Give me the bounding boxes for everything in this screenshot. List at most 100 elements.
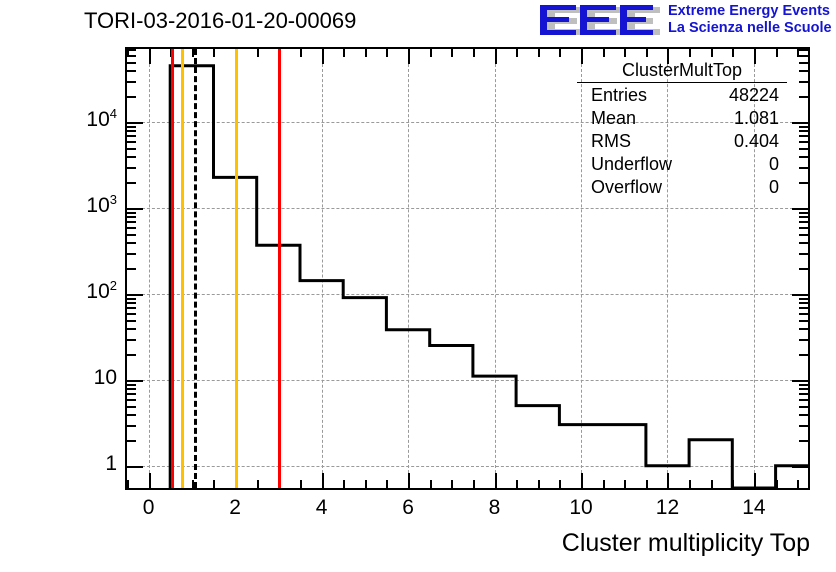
- y-axis-minor-tick: [127, 353, 136, 356]
- grid-line-vertical: [408, 49, 410, 488]
- page-title: TORI-03-2016-01-20-00069: [84, 8, 357, 33]
- y-axis-minor-tick: [127, 140, 136, 143]
- x-axis-minor-tick-top: [732, 49, 735, 57]
- marker-line-orange-high-cut: [235, 49, 239, 488]
- y-axis-minor-tick-right: [799, 405, 808, 408]
- y-axis-major-tick: [127, 379, 143, 382]
- x-axis-minor-tick: [516, 480, 519, 488]
- y-axis-minor-tick: [127, 95, 136, 98]
- y-axis-minor-tick-right: [799, 226, 808, 229]
- eee-logo-line2: La Scienza nelle Scuole: [668, 20, 832, 36]
- eee-mark-icon: [537, 4, 662, 38]
- x-axis-minor-tick: [191, 480, 194, 488]
- x-axis-major-tick-top: [753, 49, 756, 64]
- y-tick-mantissa: 10: [86, 279, 110, 303]
- y-axis-minor-tick-right: [799, 233, 808, 236]
- y-axis-minor-tick-right: [799, 413, 808, 416]
- y-axis-minor-tick-right: [799, 327, 808, 330]
- x-axis-major-tick: [321, 473, 324, 488]
- y-axis-minor-tick-right: [799, 267, 808, 270]
- grid-line-vertical: [667, 49, 669, 488]
- stats-row: Mean 1.081: [577, 106, 787, 129]
- marker-line-reference-mean: [193, 49, 197, 488]
- y-axis-minor-tick-right: [799, 302, 808, 304]
- y-axis-minor-tick-right: [799, 241, 808, 244]
- grid-line-horizontal: [127, 207, 808, 209]
- grid-line-horizontal: [127, 379, 808, 381]
- y-axis-minor-tick-right: [799, 388, 808, 390]
- y-axis-minor-tick: [127, 439, 136, 442]
- y-axis-minor-tick-right: [799, 424, 808, 427]
- y-axis-minor-tick-right: [799, 398, 808, 401]
- eee-logo-line1: Extreme Energy Events: [668, 3, 830, 19]
- y-axis-minor-tick-right: [799, 297, 808, 300]
- y-axis-minor-tick-right: [799, 383, 808, 386]
- y-axis-minor-tick-right: [799, 134, 808, 137]
- x-axis-minor-tick: [343, 480, 346, 488]
- y-axis-minor-tick-right: [799, 80, 808, 83]
- x-axis-minor-tick: [451, 480, 454, 488]
- y-axis-minor-tick: [127, 392, 136, 395]
- y-axis-minor-tick-right: [799, 392, 808, 395]
- stats-box: ClusterMultTop Entries 48224 Mean 1.081 RMS 0…: [577, 60, 787, 198]
- y-axis-minor-tick: [127, 130, 136, 132]
- y-axis-minor-tick: [127, 69, 136, 72]
- y-axis-major-tick: [127, 207, 143, 210]
- y-tick-mantissa: 1: [105, 451, 117, 475]
- x-axis-major-tick-top: [494, 49, 497, 64]
- grid-line-vertical: [581, 49, 582, 488]
- x-axis-minor-tick-top: [451, 49, 454, 57]
- y-axis-minor-tick: [127, 49, 136, 51]
- y-tick-label: 1: [12, 452, 117, 476]
- y-axis-minor-tick: [127, 312, 136, 315]
- x-axis-minor-tick: [559, 480, 562, 488]
- x-axis-minor-tick-top: [516, 49, 519, 57]
- y-axis-minor-tick: [127, 398, 136, 401]
- x-axis-minor-tick-top: [472, 49, 475, 57]
- x-axis-minor-tick: [602, 480, 605, 488]
- x-axis-minor-tick-top: [559, 49, 562, 57]
- x-axis-minor-tick-top: [645, 49, 648, 57]
- stats-row-value: 0: [768, 154, 779, 174]
- y-axis-minor-tick: [127, 405, 136, 408]
- y-axis-minor-tick-right: [799, 216, 808, 218]
- y-axis-minor-tick: [127, 297, 136, 300]
- y-axis-major-tick-right: [792, 121, 808, 124]
- y-axis-minor-tick: [127, 226, 136, 229]
- y-axis-minor-tick: [127, 147, 136, 150]
- plot-frame: [125, 47, 810, 490]
- x-axis-major-tick-top: [667, 49, 670, 64]
- y-axis-minor-tick-right: [799, 166, 808, 169]
- x-axis-title: Cluster multiplicity Top: [561, 529, 810, 557]
- x-axis-minor-tick-top: [537, 49, 540, 57]
- y-axis-minor-tick: [127, 166, 136, 169]
- y-axis-minor-tick-right: [799, 130, 808, 132]
- y-axis-major-tick-right: [792, 293, 808, 296]
- x-axis-major-tick-top: [148, 49, 151, 64]
- x-axis-minor-tick-top: [797, 49, 800, 57]
- eee-logo: Extreme Energy Events La Scienza nelle S…: [537, 2, 833, 42]
- y-axis-minor-tick: [127, 319, 136, 322]
- y-axis-minor-tick: [127, 413, 136, 416]
- y-tick-mantissa: 10: [86, 193, 110, 217]
- y-axis-minor-tick-right: [799, 54, 808, 57]
- stats-row: RMS 0.404: [577, 129, 787, 152]
- y-axis-minor-tick-right: [799, 95, 808, 98]
- stats-row-value: 0: [768, 177, 779, 197]
- grid-line-horizontal: [127, 293, 808, 295]
- x-axis-minor-tick: [472, 480, 475, 488]
- y-axis-minor-tick: [127, 327, 136, 330]
- x-axis-minor-tick-top: [624, 49, 627, 57]
- y-axis-minor-tick-right: [799, 252, 808, 255]
- x-axis-minor-tick-top: [602, 49, 605, 57]
- y-tick-mantissa: 10: [93, 365, 117, 389]
- x-tick-label: 10: [569, 496, 593, 519]
- y-tick-label: 103: [12, 193, 117, 218]
- y-axis-minor-tick: [127, 54, 136, 57]
- y-axis-minor-tick: [127, 424, 136, 427]
- stats-row-key: Overflow: [591, 177, 663, 197]
- y-axis-minor-tick-right: [799, 338, 808, 341]
- y-tick-mantissa: 10: [86, 107, 110, 131]
- stats-title: ClusterMultTop: [577, 60, 787, 83]
